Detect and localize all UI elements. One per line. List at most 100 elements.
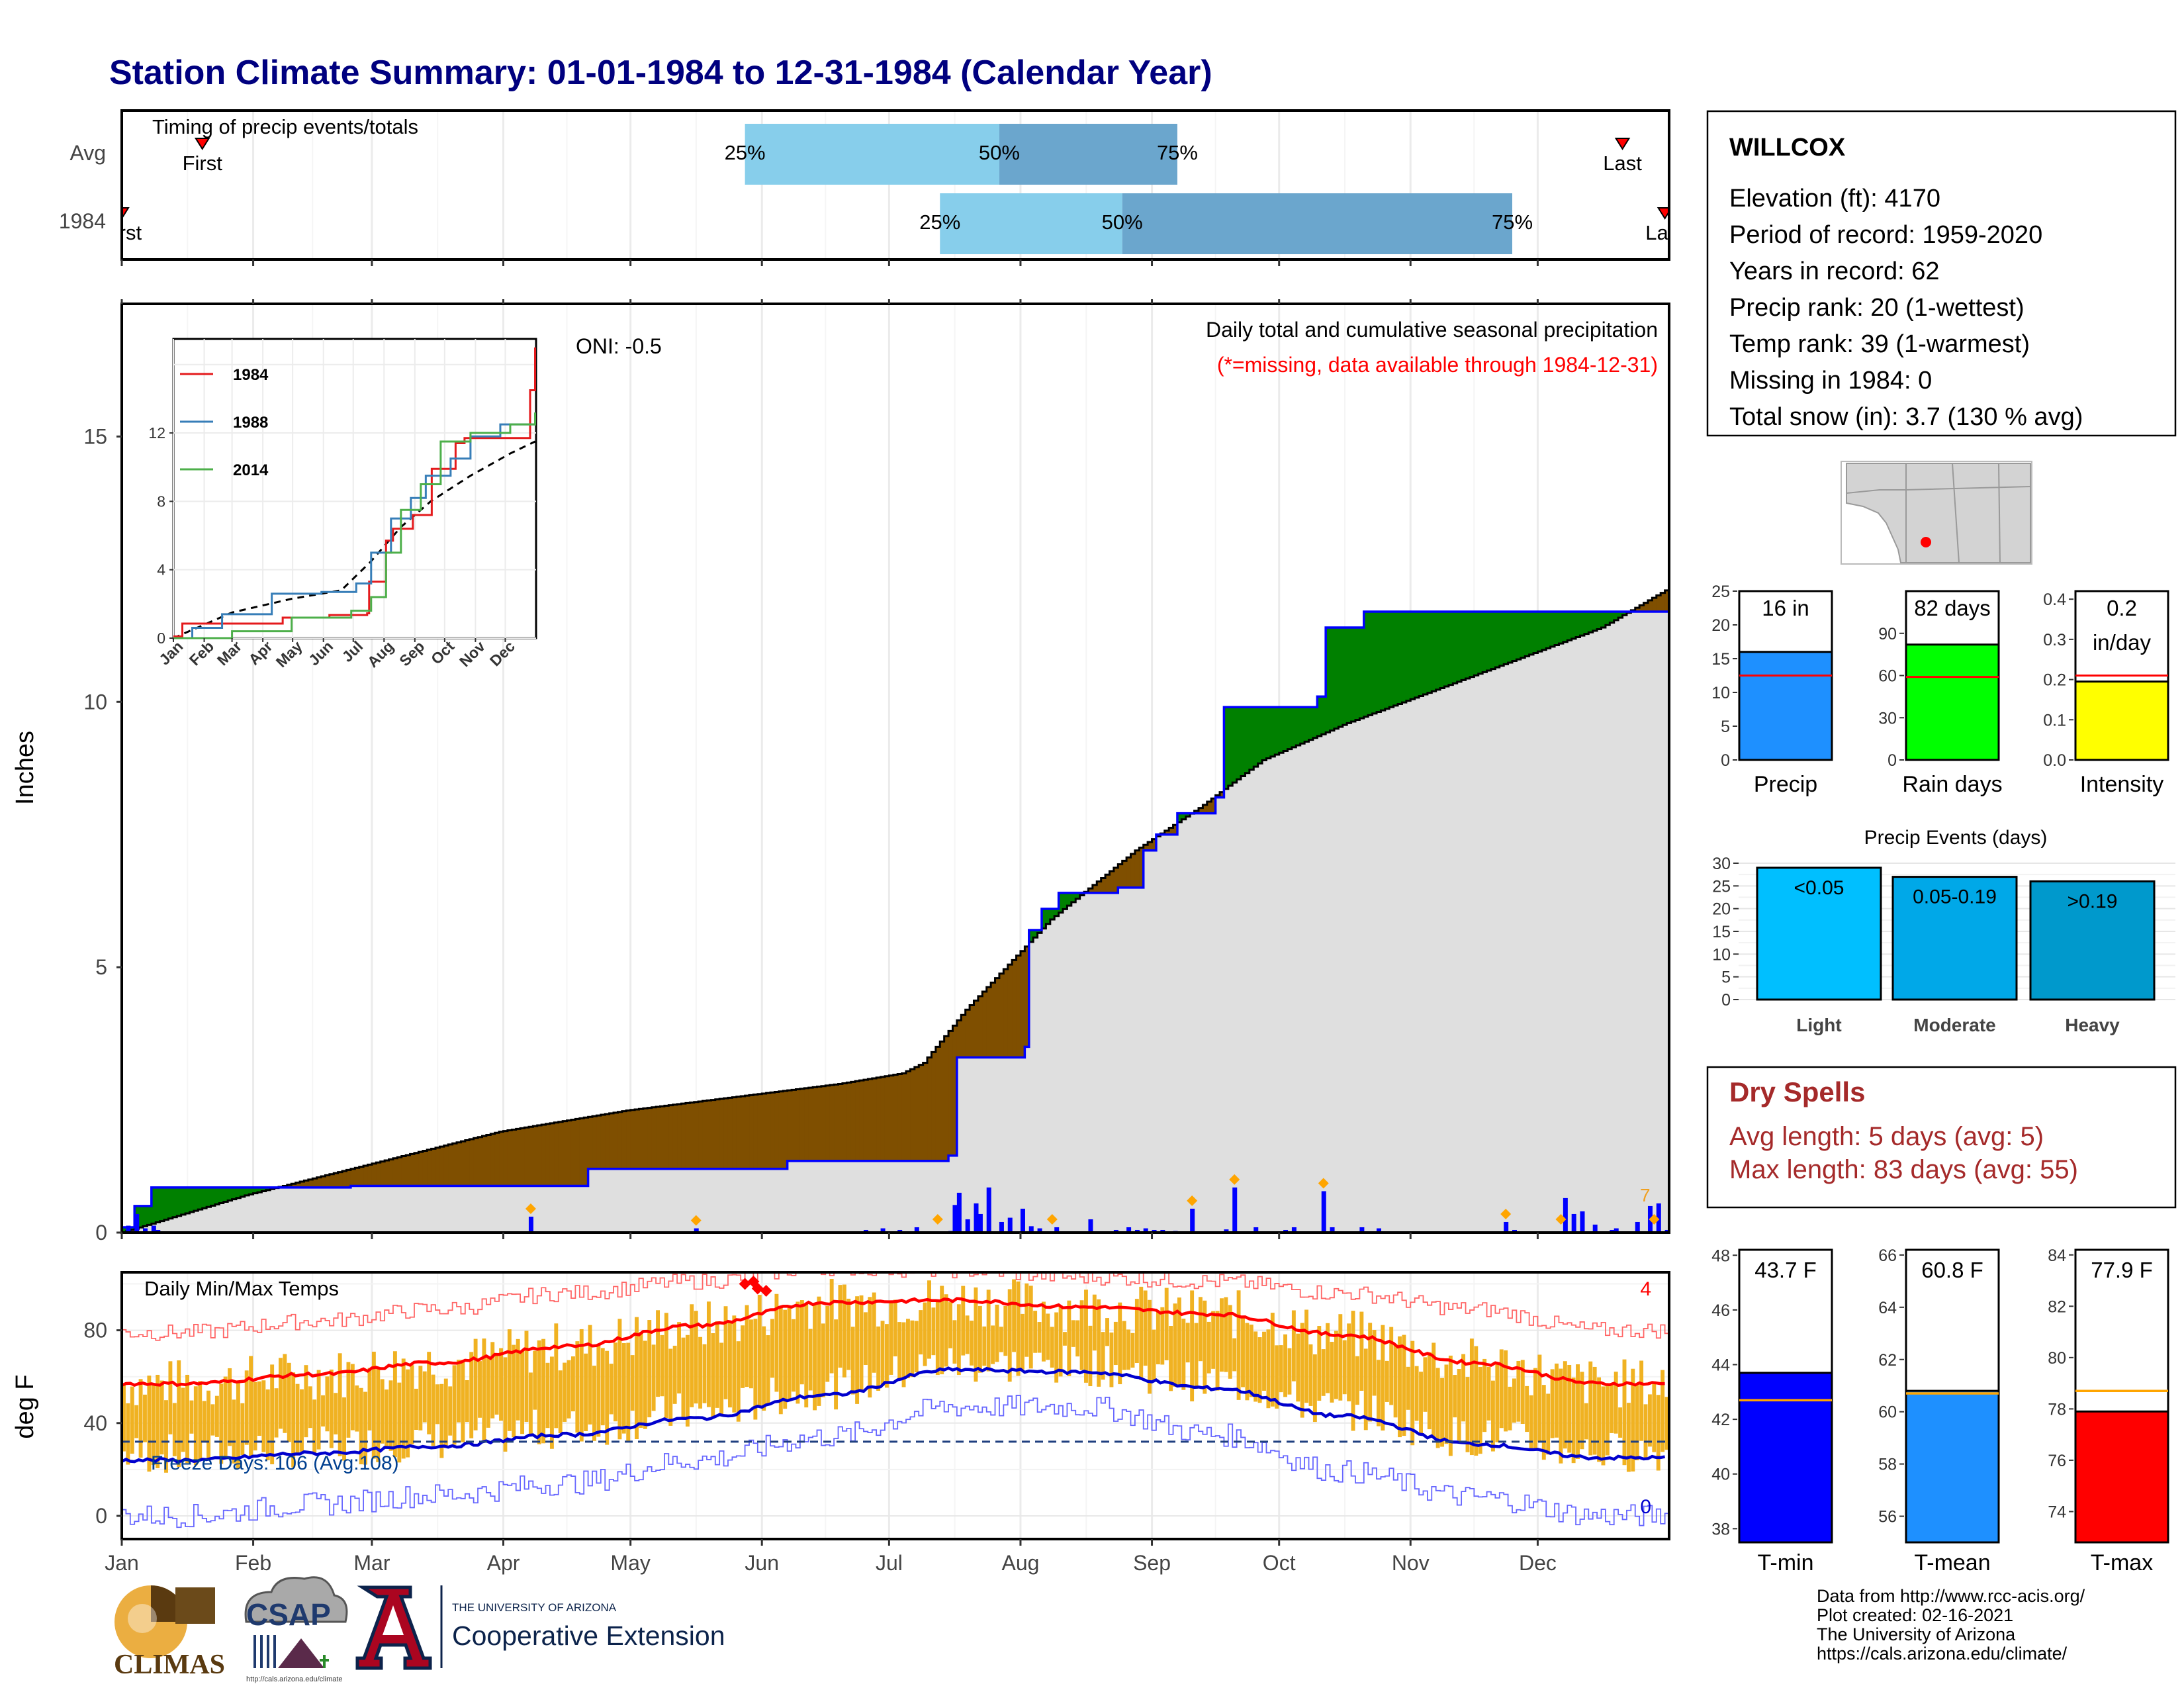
surplus-segment bbox=[1402, 611, 1407, 703]
daily-temp-bar bbox=[1211, 1311, 1216, 1369]
deficit-segment bbox=[813, 1087, 818, 1161]
station-name: WILLCOX bbox=[1729, 134, 1846, 162]
surplus-segment bbox=[1580, 611, 1585, 636]
surplus-segment bbox=[1287, 707, 1293, 749]
daily-temp-bar bbox=[672, 1345, 677, 1404]
deficit-segment bbox=[1097, 881, 1102, 893]
deficit-segment bbox=[499, 1131, 504, 1186]
daily-temp-bar bbox=[1529, 1395, 1533, 1450]
daily-temp-bar bbox=[698, 1336, 703, 1409]
deficit-segment bbox=[884, 1076, 889, 1161]
timing-row-year-label: 1984 bbox=[59, 209, 106, 233]
timing-row-avg-label: Avg bbox=[69, 141, 106, 165]
dry-spells-max: Max length: 83 days (avg: 55) bbox=[1729, 1155, 2078, 1184]
record-high-marker bbox=[747, 1276, 760, 1288]
deficit-segment bbox=[478, 1137, 483, 1186]
record-high-marker bbox=[760, 1285, 772, 1297]
snow-marker bbox=[1649, 1213, 1660, 1225]
daily-temp-bar bbox=[834, 1319, 839, 1410]
temp-bar-tick-label: 46 bbox=[1711, 1301, 1730, 1320]
surplus-segment bbox=[1618, 611, 1623, 618]
ua-big-text: Cooperative Extension bbox=[452, 1620, 725, 1651]
daily-temp-bar bbox=[265, 1389, 270, 1460]
deficit-segment bbox=[584, 1117, 589, 1186]
surplus-segment bbox=[1041, 908, 1046, 929]
deficit-segment bbox=[1206, 802, 1212, 814]
daily-temp-bar bbox=[1457, 1369, 1461, 1441]
deficit-segment bbox=[846, 1082, 852, 1161]
surplus-segment bbox=[1508, 611, 1513, 663]
daily-temp-bar bbox=[1406, 1366, 1410, 1410]
daily-temp-bar bbox=[1576, 1364, 1580, 1459]
daily-temp-bar bbox=[1308, 1344, 1313, 1406]
daily-precip-bar bbox=[1656, 1203, 1661, 1233]
record-low-line bbox=[122, 1395, 1669, 1528]
daily-temp-bar bbox=[1122, 1321, 1126, 1370]
daily-temp-bar bbox=[410, 1365, 414, 1444]
month-axis: Jan Feb Mar Apr May Jun Jul Aug Sep Oct Nov Dec bbox=[105, 259, 1557, 1575]
daily-temp-bar bbox=[1486, 1366, 1491, 1421]
daily-temp-bar bbox=[1363, 1348, 1368, 1430]
surplus-segment bbox=[1461, 611, 1467, 680]
daily-temp-bar bbox=[1236, 1290, 1241, 1400]
deficit-segment bbox=[715, 1099, 720, 1169]
daily-precip-bar bbox=[1610, 1229, 1615, 1233]
surplus-segment bbox=[1283, 707, 1289, 751]
daily-temp-bar bbox=[431, 1374, 435, 1446]
deficit-segment bbox=[1661, 592, 1666, 612]
deficit-segment bbox=[596, 1115, 602, 1169]
surplus-segment bbox=[1334, 628, 1339, 729]
deficit-segment bbox=[1656, 595, 1661, 612]
summary-bar-value-label: 16 in bbox=[1762, 596, 1809, 620]
daily-precip-bar bbox=[1635, 1221, 1640, 1233]
deficit-segment bbox=[965, 1009, 970, 1058]
deficit-segment bbox=[685, 1103, 690, 1169]
record-high-marker bbox=[739, 1278, 751, 1290]
deficit-segment bbox=[346, 1170, 351, 1188]
daily-temp-bar bbox=[469, 1352, 474, 1438]
first-event-marker bbox=[122, 207, 130, 220]
normal-tmin-line bbox=[122, 1366, 1666, 1464]
daily-precip-bar bbox=[1512, 1229, 1517, 1233]
surplus-segment bbox=[1181, 813, 1187, 820]
deficit-segment bbox=[300, 1182, 305, 1188]
deficit-segment bbox=[787, 1090, 792, 1161]
daily-temp-bar bbox=[1355, 1356, 1359, 1405]
inset-y-tick-label: 4 bbox=[157, 561, 165, 579]
daily-temp-bar bbox=[999, 1327, 1003, 1352]
daily-temp-bar bbox=[1444, 1364, 1449, 1444]
surplus-segment bbox=[1308, 707, 1314, 740]
deficit-segment bbox=[901, 1073, 907, 1161]
daily-temp-bar bbox=[1143, 1290, 1148, 1366]
surplus-segment bbox=[1266, 707, 1271, 759]
daily-temp-bar bbox=[1113, 1321, 1118, 1366]
daily-temp-bar bbox=[1495, 1364, 1500, 1442]
summary-bar-tick-label: 30 bbox=[1878, 709, 1897, 727]
daily-temp-bar bbox=[1626, 1403, 1631, 1472]
deficit-segment bbox=[838, 1084, 843, 1161]
temp-bar-tick-label: 78 bbox=[2048, 1400, 2066, 1419]
events-bar-label: >0.19 bbox=[2068, 890, 2118, 912]
deficit-segment bbox=[711, 1100, 716, 1169]
deficit-segment bbox=[1016, 955, 1021, 1058]
deficit-segment bbox=[486, 1135, 491, 1186]
daily-precip-bar bbox=[986, 1187, 991, 1233]
summary-bar-value-label: in/day bbox=[2093, 630, 2152, 655]
surplus-segment bbox=[1550, 611, 1555, 647]
daily-temp-bar bbox=[1257, 1337, 1262, 1403]
surplus-segment bbox=[1605, 611, 1610, 626]
deficit-segment bbox=[592, 1116, 598, 1169]
daily-temp-bar bbox=[414, 1388, 418, 1430]
deficit-segment bbox=[770, 1092, 776, 1169]
daily-temp-bar bbox=[1435, 1368, 1440, 1448]
daily-temp-bar bbox=[1041, 1301, 1046, 1362]
deficit-segment bbox=[431, 1149, 436, 1186]
daily-temp-bar bbox=[1224, 1297, 1228, 1372]
precip-corner-mark: 7 bbox=[1640, 1185, 1651, 1205]
daily-temp-bar bbox=[719, 1342, 724, 1415]
surplus-segment bbox=[1185, 813, 1191, 817]
daily-temp-bar bbox=[1283, 1334, 1288, 1397]
deficit-segment bbox=[554, 1122, 559, 1186]
deficit-segment bbox=[952, 1025, 958, 1156]
daily-temp-bar bbox=[1156, 1311, 1160, 1365]
